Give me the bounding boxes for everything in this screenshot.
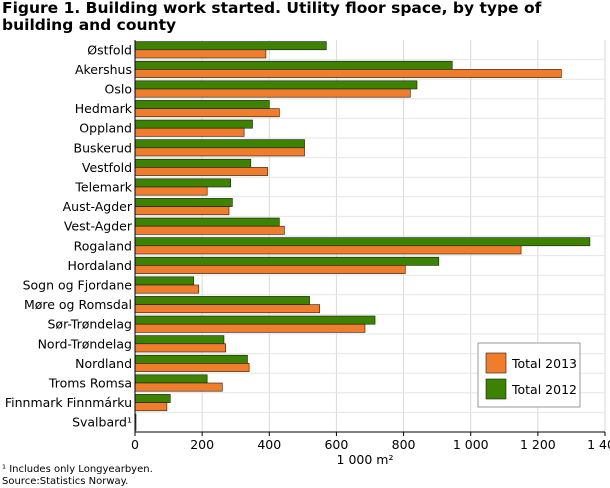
bar-total-2013-buskerud: [134, 147, 305, 157]
category-label-nordland: Nordland: [75, 356, 132, 371]
category-label-oslo: Oslo: [105, 82, 132, 97]
bar-total-2012-oppland: [134, 119, 253, 129]
legend-label-total-2012: Total 2012: [511, 382, 577, 397]
bar-total-2013-østfold: [134, 49, 267, 59]
legend-swatch-total-2012: [485, 378, 507, 400]
category-label-hedmark: Hedmark: [75, 101, 133, 116]
category-label-hordaland: Hordaland: [67, 258, 132, 273]
bar-total-2013-troms-romsa: [134, 382, 223, 392]
bar-total-2012-hedmark: [134, 100, 270, 109]
bar-total-2012-finnmark-finnmárku: [134, 394, 171, 403]
category-label-akershus: Akershus: [75, 62, 132, 77]
category-label-vest-agder: Vest-Agder: [64, 219, 133, 234]
x-tick-label-1400: 1 400: [587, 437, 610, 452]
bar-total-2012-rogaland: [134, 237, 591, 247]
bar-total-2012-buskerud: [134, 139, 305, 149]
bar-total-2013-møre-og-romsdal: [134, 304, 320, 314]
bar-total-2013-vest-agder: [134, 225, 285, 235]
bar-total-2012-telemark: [134, 178, 231, 188]
x-tick-label-800: 800: [392, 437, 416, 452]
category-label-sør-trøndelag: Sør-Trøndelag: [48, 317, 133, 332]
bar-total-2012-vestfold: [134, 158, 252, 168]
category-label-telemark: Telemark: [74, 180, 132, 195]
bar-total-2013-sogn-og-fjordane: [134, 284, 200, 294]
category-label-vestfold: Vestfold: [82, 160, 132, 175]
bar-total-2013-telemark: [134, 186, 208, 196]
x-tick-label-1000: 1 000: [453, 437, 489, 452]
category-label-møre-og-romsdal: Møre og Romsdal: [24, 297, 132, 312]
bar-total-2013-nordland: [134, 363, 250, 372]
x-tick-label-0: 0: [131, 437, 139, 452]
category-label-østfold: Østfold: [87, 42, 132, 57]
bar-total-2012-akershus: [134, 60, 453, 70]
legend-label-total-2013: Total 2013: [511, 356, 577, 371]
x-axis-label: 1 000 m²: [337, 452, 394, 467]
bar-total-2013-oppland: [134, 127, 245, 137]
bar-total-2012-sogn-og-fjordane: [134, 276, 195, 286]
bar-total-2012-aust-agder: [134, 198, 233, 207]
category-label-finnmark-finnmárku: Finnmark Finnmárku: [5, 395, 132, 410]
bar-total-2013-finnmark-finnmárku: [134, 402, 168, 412]
footnote-source: Source:Statistics Norway.: [2, 476, 129, 487]
category-label-sogn-og-fjordane: Sogn og Fjordane: [23, 278, 133, 293]
x-tick-label-400: 400: [257, 437, 281, 452]
category-label-nord-trøndelag: Nord-Trøndelag: [38, 336, 132, 351]
footnote-longyearbyen: ¹ Includes only Longyearbyen.: [2, 464, 153, 475]
bar-total-2013-vestfold: [134, 167, 268, 176]
chart-title: Figure 1. Building work started. Utility…: [2, 0, 542, 34]
category-label-buskerud: Buskerud: [74, 140, 133, 155]
bar-total-2013-nord-trøndelag: [134, 343, 226, 353]
bar-total-2012-oslo: [134, 80, 418, 90]
bar-total-2012-nord-trøndelag: [134, 335, 225, 345]
category-label-rogaland: Rogaland: [74, 238, 132, 253]
bar-total-2012-østfold: [134, 41, 327, 51]
bar-total-2013-oslo: [134, 88, 411, 98]
bar-total-2013-aust-agder: [134, 206, 230, 216]
x-tick-label-600: 600: [324, 437, 348, 452]
x-tick-label-1200: 1 200: [520, 437, 556, 452]
category-label-svalbard: Svalbard¹: [72, 415, 132, 430]
category-label-troms-romsa: Troms Romsa: [48, 376, 132, 391]
bar-total-2012-møre-og-romsdal: [134, 296, 310, 305]
category-label-oppland: Oppland: [79, 121, 132, 136]
bar-total-2012-sør-trøndelag: [134, 315, 376, 325]
bar-total-2013-hedmark: [134, 108, 280, 118]
category-label-aust-agder: Aust-Agder: [63, 199, 133, 214]
bar-total-2013-akershus: [134, 69, 562, 78]
bar-total-2012-troms-romsa: [134, 374, 208, 384]
bar-total-2012-nordland: [134, 354, 248, 364]
x-tick-label-200: 200: [190, 437, 214, 452]
legend-swatch-total-2013: [485, 352, 507, 374]
bar-total-2013-sør-trøndelag: [134, 323, 366, 333]
bar-total-2013-rogaland: [134, 245, 522, 255]
bar-total-2012-hordaland: [134, 256, 440, 266]
bar-total-2012-vest-agder: [134, 217, 280, 227]
bar-total-2013-hordaland: [134, 265, 406, 274]
